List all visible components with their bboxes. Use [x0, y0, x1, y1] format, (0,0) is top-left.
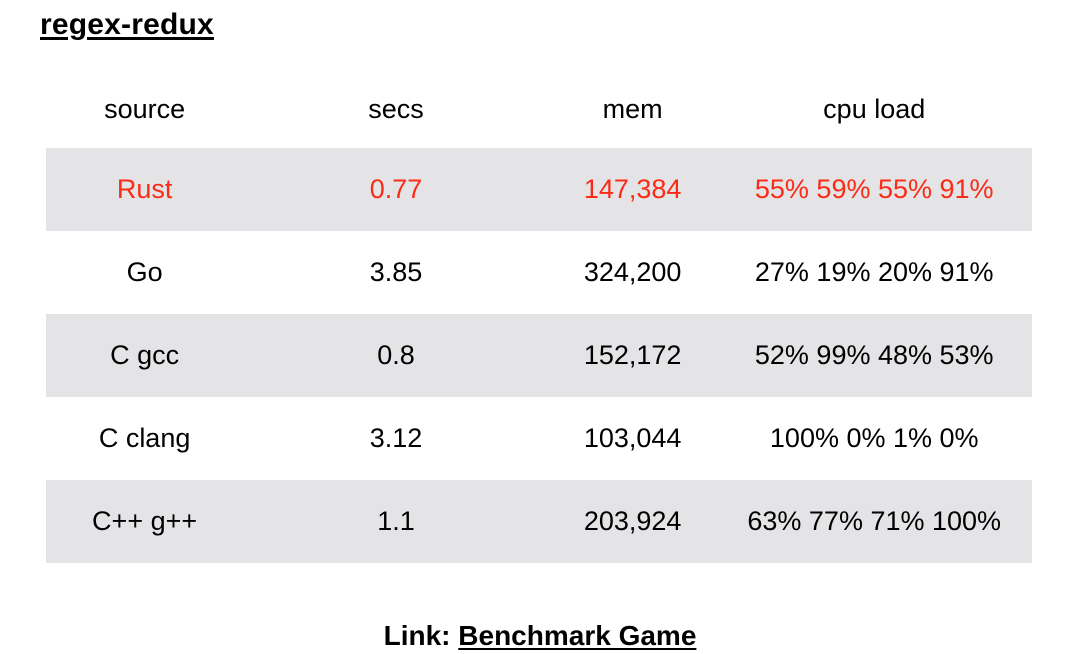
cell-cpu-load: 63% 77% 71% 100%	[716, 480, 1032, 563]
cell-mem: 203,924	[548, 480, 717, 563]
benchmark-table: source secs mem cpu load Rust 0.77 147,3…	[46, 70, 1032, 563]
cell-cpu-load: 27% 19% 20% 91%	[716, 231, 1032, 314]
cell-source: Rust	[46, 148, 244, 231]
table-row-go: Go 3.85 324,200 27% 19% 20% 91%	[46, 231, 1032, 314]
cell-mem: 103,044	[548, 397, 717, 480]
page-title: regex-redux	[40, 8, 214, 41]
cell-mem: 147,384	[548, 148, 717, 231]
column-header-source: source	[46, 70, 244, 148]
cell-secs: 3.85	[243, 231, 549, 314]
cell-source: C gcc	[46, 314, 244, 397]
benchmark-game-link[interactable]: Benchmark Game	[458, 620, 697, 651]
link-prefix-label: Link:	[383, 620, 451, 651]
column-header-mem: mem	[548, 70, 717, 148]
cell-cpu-load: 52% 99% 48% 53%	[716, 314, 1032, 397]
table-row-c-clang: C clang 3.12 103,044 100% 0% 1% 0%	[46, 397, 1032, 480]
cell-source: C++ g++	[46, 480, 244, 563]
table-row-cpp-gpp: C++ g++ 1.1 203,924 63% 77% 71% 100%	[46, 480, 1032, 563]
cell-source: Go	[46, 231, 244, 314]
cell-secs: 0.8	[243, 314, 549, 397]
cell-secs: 3.12	[243, 397, 549, 480]
cell-secs: 0.77	[243, 148, 549, 231]
cell-secs: 1.1	[243, 480, 549, 563]
column-header-cpu-load: cpu load	[716, 70, 1032, 148]
footer-link-line: Link: Benchmark Game	[0, 620, 1080, 652]
cell-source: C clang	[46, 397, 244, 480]
table-header-row: source secs mem cpu load	[46, 70, 1032, 148]
table-row-rust: Rust 0.77 147,384 55% 59% 55% 91%	[46, 148, 1032, 231]
table-row-c-gcc: C gcc 0.8 152,172 52% 99% 48% 53%	[46, 314, 1032, 397]
cell-mem: 324,200	[548, 231, 717, 314]
cell-mem: 152,172	[548, 314, 717, 397]
cell-cpu-load: 55% 59% 55% 91%	[716, 148, 1032, 231]
column-header-secs: secs	[243, 70, 549, 148]
cell-cpu-load: 100% 0% 1% 0%	[716, 397, 1032, 480]
